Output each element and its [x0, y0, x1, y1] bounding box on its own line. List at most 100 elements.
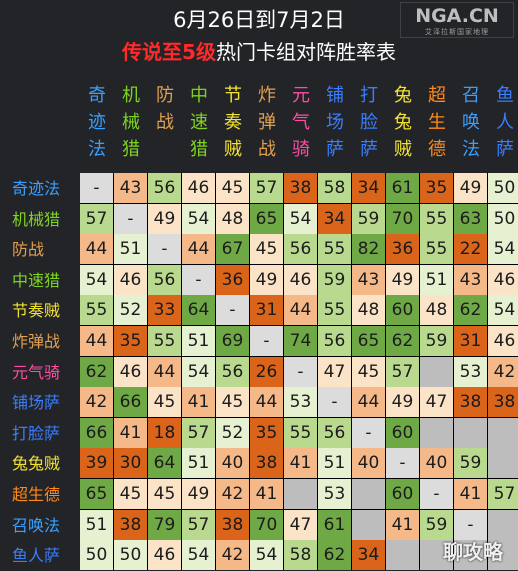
nga-logo: NGA.CN 艾泽拉斯国家地理 [400, 2, 514, 38]
watermark: 聊攻略 [443, 540, 503, 564]
winrate-cell: 49 [148, 203, 181, 234]
winrate-cell: 45 [250, 234, 283, 265]
winrate-cell [420, 356, 453, 387]
winrate-cell: 45 [114, 479, 147, 509]
winrate-cell: 49 [386, 264, 419, 295]
column-header-char: 萨 [360, 139, 378, 160]
winrate-cell [488, 509, 518, 540]
winrate-cell: 18 [148, 417, 181, 448]
column-header-char: 气 [292, 112, 310, 133]
column-header-char: 打 [360, 85, 378, 106]
winrate-cell: 56 [318, 326, 351, 356]
winrate-cell: 35 [420, 173, 453, 203]
winrate-cell: 59 [318, 264, 351, 295]
winrate-cell: 30 [114, 448, 147, 479]
winrate-cell: 42 [488, 356, 518, 387]
winrate-cell: - [182, 264, 215, 295]
winrate-cell: 66 [80, 417, 113, 448]
winrate-cell: 55 [420, 203, 453, 234]
winrate-cell: 59 [352, 203, 385, 234]
column-header-char: 萨 [326, 139, 344, 160]
column-header-char: 猎 [122, 139, 140, 160]
column-header-char: 人 [496, 112, 514, 133]
winrate-cell: 49 [386, 387, 419, 418]
title-rest: 热门卡组对阵胜率表 [215, 40, 396, 64]
winrate-cell: 31 [250, 295, 283, 326]
row-header: 机械猎 [12, 209, 61, 229]
winrate-cell: 56 [148, 173, 181, 203]
winrate-cell: 51 [182, 448, 215, 479]
winrate-cell: 46 [488, 326, 518, 356]
winrate-grid: -43 56 46 45 57 38 58 34 61 35 49 50 57-49 54 48 65 54 34… [80, 173, 518, 571]
winrate-cell: 38 [250, 448, 283, 479]
winrate-cell: 42 [216, 540, 249, 571]
winrate-cell: 62 [318, 540, 351, 571]
column-header: 打脸萨 [352, 82, 386, 163]
column-header: 奇迹法 [80, 82, 114, 163]
winrate-cell: 40 [352, 448, 385, 479]
winrate-cell: - [420, 479, 453, 509]
winrate-cell: 48 [352, 295, 385, 326]
winrate-cell: 55 [80, 295, 113, 326]
winrate-cell: 52 [114, 295, 147, 326]
winrate-cell: 50 [80, 540, 113, 571]
column-header-char: 中 [190, 85, 208, 106]
winrate-cell: 45 [216, 387, 249, 418]
winrate-cell: 38 [454, 387, 487, 418]
winrate-cell: 51 [318, 448, 351, 479]
winrate-cell: 44 [250, 387, 283, 418]
table-title: 传说至5级热门卡组对阵胜率表 [0, 40, 518, 64]
winrate-cell: 46 [148, 540, 181, 571]
winrate-cell: 47 [420, 387, 453, 418]
winrate-cell: 56 [216, 356, 249, 387]
winrate-cell: 36 [216, 264, 249, 295]
winrate-cell: 59 [454, 448, 487, 479]
column-header-char: 猎 [190, 139, 208, 160]
column-header: 元气骑 [284, 82, 318, 163]
winrate-cell: 41 [114, 417, 147, 448]
winrate-cell: 55 [318, 295, 351, 326]
title-highlight: 传说至5级 [122, 40, 216, 64]
winrate-cell: 50 [488, 203, 518, 234]
winrate-cell: 82 [352, 234, 385, 265]
winrate-cell: 44 [182, 234, 215, 265]
winrate-cell: 51 [114, 234, 147, 265]
column-header-char: 萨 [496, 139, 514, 160]
column-header-char: 贼 [394, 139, 412, 160]
winrate-cell: 60 [386, 479, 419, 509]
winrate-cell [386, 540, 419, 571]
column-header-char: 战 [156, 112, 174, 133]
row-header: 奇迹法 [12, 179, 61, 198]
winrate-cell: - [114, 203, 147, 234]
winrate-cell: 61 [318, 509, 351, 540]
winrate-cell: 35 [250, 417, 283, 448]
winrate-cell: 70 [250, 509, 283, 540]
column-header-char: 脸 [360, 112, 378, 133]
column-header-char: 法 [462, 139, 480, 160]
winrate-cell: 46 [488, 264, 518, 295]
column-header-char: 战 [258, 139, 276, 160]
winrate-cell [454, 417, 487, 448]
winrate-cell [454, 540, 487, 571]
winrate-cell: 45 [148, 387, 181, 418]
winrate-cell: 43 [114, 173, 147, 203]
column-header-char: 贼 [224, 139, 242, 160]
winrate-cell: 22 [454, 234, 487, 265]
winrate-cell: - [80, 173, 113, 203]
winrate-cell: - [318, 387, 351, 418]
row-header: 防战 [12, 240, 45, 260]
winrate-cell: 62 [80, 356, 113, 387]
winrate-cell: 74 [284, 326, 317, 356]
column-header: 节奏贼 [216, 82, 250, 163]
winrate-cell: 41 [182, 387, 215, 418]
winrate-cell: 46 [284, 264, 317, 295]
winrate-cell: 55 [318, 234, 351, 265]
winrate-cell: 43 [352, 264, 385, 295]
column-header: 中速猎 [182, 82, 216, 163]
winrate-cell [488, 417, 518, 448]
winrate-cell: 64 [182, 295, 215, 326]
column-header-char: 铺 [326, 85, 344, 106]
winrate-cell: 45 [216, 173, 249, 203]
column-header-char: 超 [428, 85, 446, 106]
winrate-cell: 53 [284, 387, 317, 418]
